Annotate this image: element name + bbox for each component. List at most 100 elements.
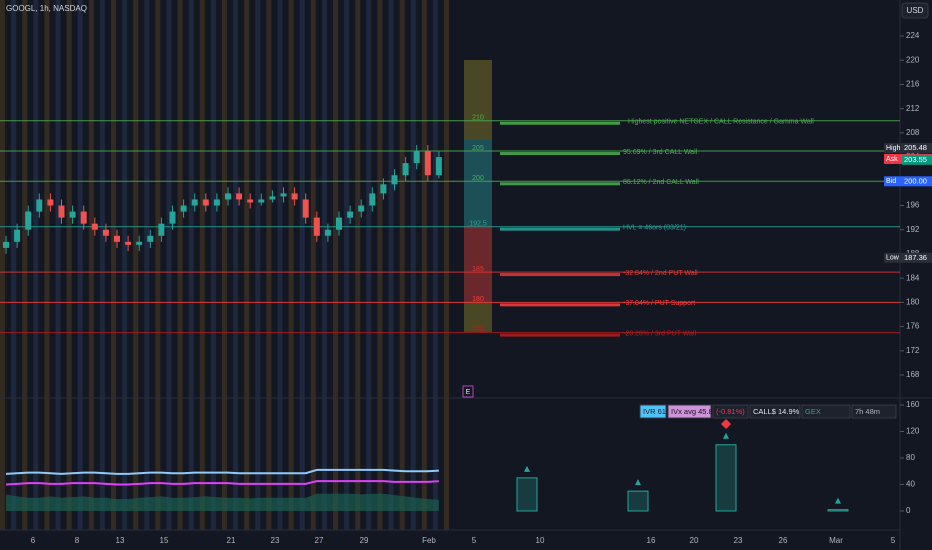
candle-body [225, 193, 231, 200]
signal-triangle [524, 465, 530, 472]
x-tick-label: 23 [271, 536, 280, 545]
gex-bar [627, 490, 649, 512]
price-tag [902, 143, 932, 154]
gex-bar [516, 477, 538, 512]
badge [712, 404, 749, 419]
zone-call [464, 140, 492, 226]
candle-body [313, 217, 320, 236]
badge-text: GEX [805, 407, 821, 416]
candle-body [80, 211, 87, 224]
x-tick-label: 29 [360, 536, 369, 545]
candle-body [191, 199, 198, 206]
x-tick-label: 16 [647, 536, 656, 545]
x-tick-label: 15 [160, 536, 169, 545]
level-note-bar [500, 182, 620, 186]
candle-body [391, 175, 398, 185]
candle-body [324, 229, 331, 236]
candle-body [435, 157, 442, 176]
candle-body [25, 211, 32, 230]
candle-body [402, 163, 409, 176]
candle-body [102, 229, 109, 236]
badge [639, 404, 667, 419]
price-tag-value: 187.36 [904, 253, 927, 262]
candle-body [358, 205, 365, 212]
indicator-line [5, 480, 439, 486]
level-note-bar [500, 333, 620, 337]
x-tick-label: 5 [891, 536, 896, 545]
level-label: 200 [472, 175, 484, 182]
candle-body [236, 193, 243, 200]
y-tick-label: 180 [906, 297, 920, 306]
level-label: 205 [472, 145, 484, 152]
level-note: 95.69% / 3rd CALL Wall [623, 149, 698, 156]
y-tick-label: 192 [906, 225, 920, 234]
badge [851, 404, 897, 419]
candle-body [202, 199, 209, 206]
level-note: 86.12% / 2nd CALL Wall [623, 179, 699, 186]
zone-put [464, 226, 492, 302]
badge-text: IVx avg 45.8 [671, 407, 713, 416]
candle-body [47, 199, 54, 206]
currency[interactable]: USD [907, 6, 924, 15]
area [6, 493, 439, 511]
level-note-bar [500, 152, 620, 156]
level-note-bar [500, 303, 620, 307]
y2-tick-label: 40 [906, 480, 915, 489]
badge-text: CALL$ 14.9% [753, 407, 800, 416]
candle-body [169, 211, 176, 224]
candle-body [136, 241, 143, 245]
badge-text: IVR 61 [643, 407, 666, 416]
price-tag-value: 203.55 [904, 155, 927, 164]
level-note: -37.04% / PUT Support [623, 300, 695, 307]
y2-tick-label: 120 [906, 427, 920, 436]
candle-body [69, 211, 76, 218]
candle-body [3, 241, 9, 248]
y-tick-label: 172 [906, 346, 920, 355]
x-tick-label: Mar [829, 536, 843, 545]
y-tick-label: 208 [906, 128, 920, 137]
signal-triangle [723, 432, 729, 439]
price-tag-name: High [886, 145, 901, 152]
x-tick-label: 20 [690, 536, 699, 545]
level-note: -20.28% / 3rd PUT Wall [623, 330, 697, 337]
candle-body [258, 199, 265, 203]
candle-body [114, 235, 120, 242]
candle-body [36, 199, 43, 212]
session-stripes [0, 0, 452, 530]
price-tag-value: 205.48 [904, 143, 927, 152]
price-tag [902, 176, 932, 187]
y2-tick-label: 80 [906, 453, 915, 462]
x-tick-label: 5 [472, 536, 477, 545]
price-tag-name-bg [884, 176, 902, 187]
x-tick-label: 27 [315, 536, 324, 545]
candle-body [380, 184, 387, 194]
symbol: GOOGL, 1h, NASDAQ [6, 4, 87, 13]
price-tag [902, 154, 932, 165]
candle-body [280, 193, 287, 197]
level-note-bar [500, 273, 620, 277]
badge [749, 404, 801, 419]
candle-body [147, 235, 154, 242]
price-tag-value: 200.00 [904, 176, 927, 185]
price-tag-name: Low [886, 255, 900, 262]
candle-body [58, 205, 65, 218]
event-marker: E [466, 389, 471, 396]
currency-button[interactable] [901, 2, 929, 19]
x-tick-label: 13 [116, 536, 125, 545]
candle-body [424, 151, 431, 176]
candle-body [180, 205, 187, 212]
candle-body [269, 196, 276, 200]
candle-body [347, 211, 354, 218]
zone-lower [464, 302, 492, 332]
x-tick-label: 26 [779, 536, 788, 545]
x-tick-label: 8 [75, 536, 80, 545]
y-tick-label: 168 [906, 370, 920, 379]
indicator-line [5, 468, 439, 475]
level-note: Highest positive NETGEX / CALL Resistanc… [628, 119, 814, 126]
price-tag-name-bg [884, 252, 902, 263]
price-tag-name-bg [884, 143, 902, 154]
y2-tick-label: 0 [906, 506, 911, 515]
level-note-bar [500, 227, 620, 231]
